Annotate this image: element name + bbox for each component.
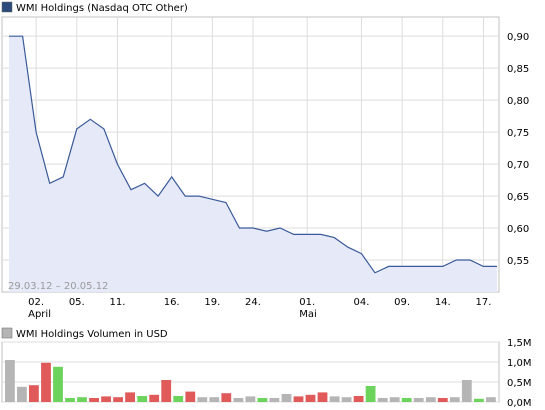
volume-bar [185,391,196,402]
volume-bar [113,397,123,402]
volume-bar [293,396,304,402]
volume-bar [233,398,244,402]
volume-panel: WMI Holdings Volumen in USD 0,0M 0,5M 1,0M… [1,327,532,409]
price-x-tick-label: 19. [204,297,220,308]
volume-bar [161,380,172,402]
price-y-axis: 0,55 0,60 0,65 0,70 0,75 0,80 0,85 0,90 [507,32,529,267]
price-area-fill [9,36,497,293]
volume-bar [173,396,184,402]
volume-bar [437,398,448,402]
volume-y-tick-label: 0,0M [507,398,532,409]
price-y-tick-label: 0,85 [507,64,529,75]
price-y-tick-label: 0,90 [507,32,529,43]
volume-legend-swatch [1,327,13,339]
volume-bar [486,397,496,402]
volume-bar [53,366,63,402]
volume-bar [257,398,268,402]
volume-chart-title: WMI Holdings Volumen in USD [16,329,168,340]
price-y-tick-label: 0,60 [507,224,529,235]
price-x-tick-label: 05. [69,297,85,308]
price-y-tick-label: 0,80 [507,96,529,107]
volume-bar [29,385,39,402]
volume-y-axis: 0,0M 0,5M 1,0M 1,5M [507,338,532,409]
price-x-month-label: Mai [299,309,317,320]
price-x-tick-label: 02. [28,297,44,308]
price-x-tick-label: 17. [475,297,491,308]
volume-bar [341,397,352,402]
price-x-axis: 02. 05. 11. 16. 19. 24. 01. 04. 09. 14. 17. April Ma… [28,297,491,320]
price-x-month-label: April [28,309,51,320]
volume-bar [413,398,424,402]
price-x-tick-label: 24. [245,297,261,308]
date-range-label: 29.03.12 – 20.05.12 [8,281,108,292]
volume-bar [281,394,292,402]
volume-bar [77,397,87,402]
volume-bar [125,392,135,402]
volume-y-tick-label: 1,0M [507,358,532,369]
volume-bar [101,396,111,402]
volume-bar [221,393,232,402]
volume-bar [329,396,340,402]
price-x-tick-label: 16. [164,297,180,308]
volume-bar [17,386,27,402]
volume-bar [149,394,160,402]
volume-bar [197,397,208,402]
price-x-tick-label: 04. [353,297,369,308]
volume-bar [474,398,484,402]
volume-bar [353,396,364,402]
volume-plot-frame [1,341,500,403]
price-series-line [9,35,497,274]
price-legend-swatch [1,1,13,13]
volume-bar [377,398,388,402]
volume-bar [5,360,15,402]
volume-bar [401,398,412,402]
volume-grid [2,341,499,403]
volume-bar [137,396,148,402]
price-y-tick-label: 0,70 [507,160,529,171]
price-x-tick-label: 01. [299,297,315,308]
volume-bars [5,360,496,402]
volume-bar [365,386,376,402]
volume-bar [209,397,220,402]
volume-bar [65,398,75,402]
volume-bar [449,397,460,402]
price-x-tick-label: 14. [435,297,451,308]
price-y-tick-label: 0,65 [507,192,529,203]
price-x-tick-label: 09. [394,297,410,308]
price-panel: WMI Holdings (Nasdaq OTC Other) 0,55 0,60… [1,1,529,320]
volume-y-tick-label: 0,5M [507,378,532,389]
volume-bar [245,396,256,402]
volume-bar [389,397,400,402]
volume-bar [425,397,436,402]
price-x-tick-label: 11. [109,297,125,308]
volume-bar [41,362,51,402]
price-y-tick-label: 0,75 [507,128,529,139]
price-chart-title: WMI Holdings (Nasdaq OTC Other) [16,3,188,14]
volume-bar [317,392,328,402]
volume-bar [305,394,316,402]
volume-bar [269,398,280,402]
volume-bar [461,380,472,402]
volume-bar [89,398,99,402]
volume-y-tick-label: 1,5M [507,338,532,349]
price-y-tick-label: 0,55 [507,256,529,267]
